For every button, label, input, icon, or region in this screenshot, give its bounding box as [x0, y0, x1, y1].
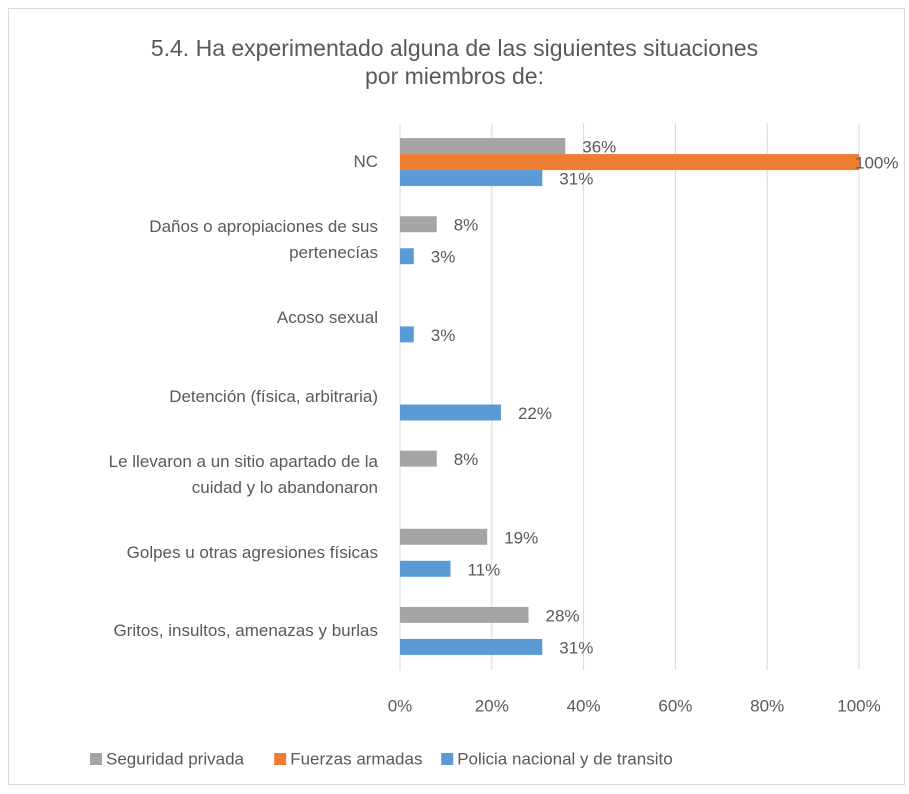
- x-tick-label: 20%: [475, 696, 509, 715]
- data-label: 8%: [454, 450, 479, 469]
- data-label: 100%: [855, 154, 898, 173]
- x-tick-label: 40%: [567, 696, 601, 715]
- data-label: 22%: [518, 404, 552, 423]
- legend-swatch: [90, 753, 102, 765]
- bar: [400, 170, 543, 187]
- category-label: NC: [353, 152, 378, 172]
- data-label: 19%: [504, 528, 538, 547]
- chart-title: 5.4. Ha experimentado alguna de las sigu…: [150, 35, 759, 89]
- bar: [400, 450, 437, 467]
- data-label: 8%: [454, 216, 479, 235]
- category-label: Gritos, insultos, amenazas y burlas: [113, 620, 378, 640]
- legend-swatch: [274, 753, 287, 765]
- bar: [400, 248, 414, 265]
- chart-border: [8, 8, 905, 785]
- x-tick-label: 80%: [750, 696, 784, 715]
- data-label: 31%: [559, 170, 593, 189]
- x-tick-label: 100%: [837, 696, 880, 715]
- bar: [400, 154, 859, 171]
- category-label: Detención (física, arbitraria): [169, 386, 378, 406]
- bar: [400, 216, 437, 233]
- legend-label: Seguridad privada: [106, 749, 245, 768]
- bar: [400, 560, 451, 577]
- data-label: 36%: [582, 138, 616, 157]
- bar: [400, 138, 566, 155]
- bar: [400, 326, 414, 343]
- category-label: Golpes u otras agresiones físicas: [126, 542, 378, 562]
- bar: [400, 404, 501, 421]
- legend-label: Policia nacional y de transito: [457, 749, 672, 768]
- category-label: Daños o apropiaciones de sus pertenecías: [149, 217, 378, 263]
- x-tick-label: 0%: [388, 696, 413, 715]
- legend-label: Fuerzas armadas: [290, 749, 422, 768]
- data-label: 28%: [546, 606, 580, 625]
- legend-swatch: [441, 753, 454, 765]
- bar: [400, 638, 543, 655]
- data-label: 3%: [431, 326, 456, 345]
- data-label: 3%: [431, 248, 456, 267]
- bar: [400, 528, 488, 545]
- data-label: 31%: [559, 638, 593, 657]
- data-label: 11%: [467, 560, 500, 579]
- bar: [400, 606, 529, 623]
- x-tick-label: 60%: [658, 696, 692, 715]
- category-label: Le llevaron a un sitio apartado de la cu…: [108, 451, 378, 497]
- category-label: Acoso sexual: [276, 308, 378, 328]
